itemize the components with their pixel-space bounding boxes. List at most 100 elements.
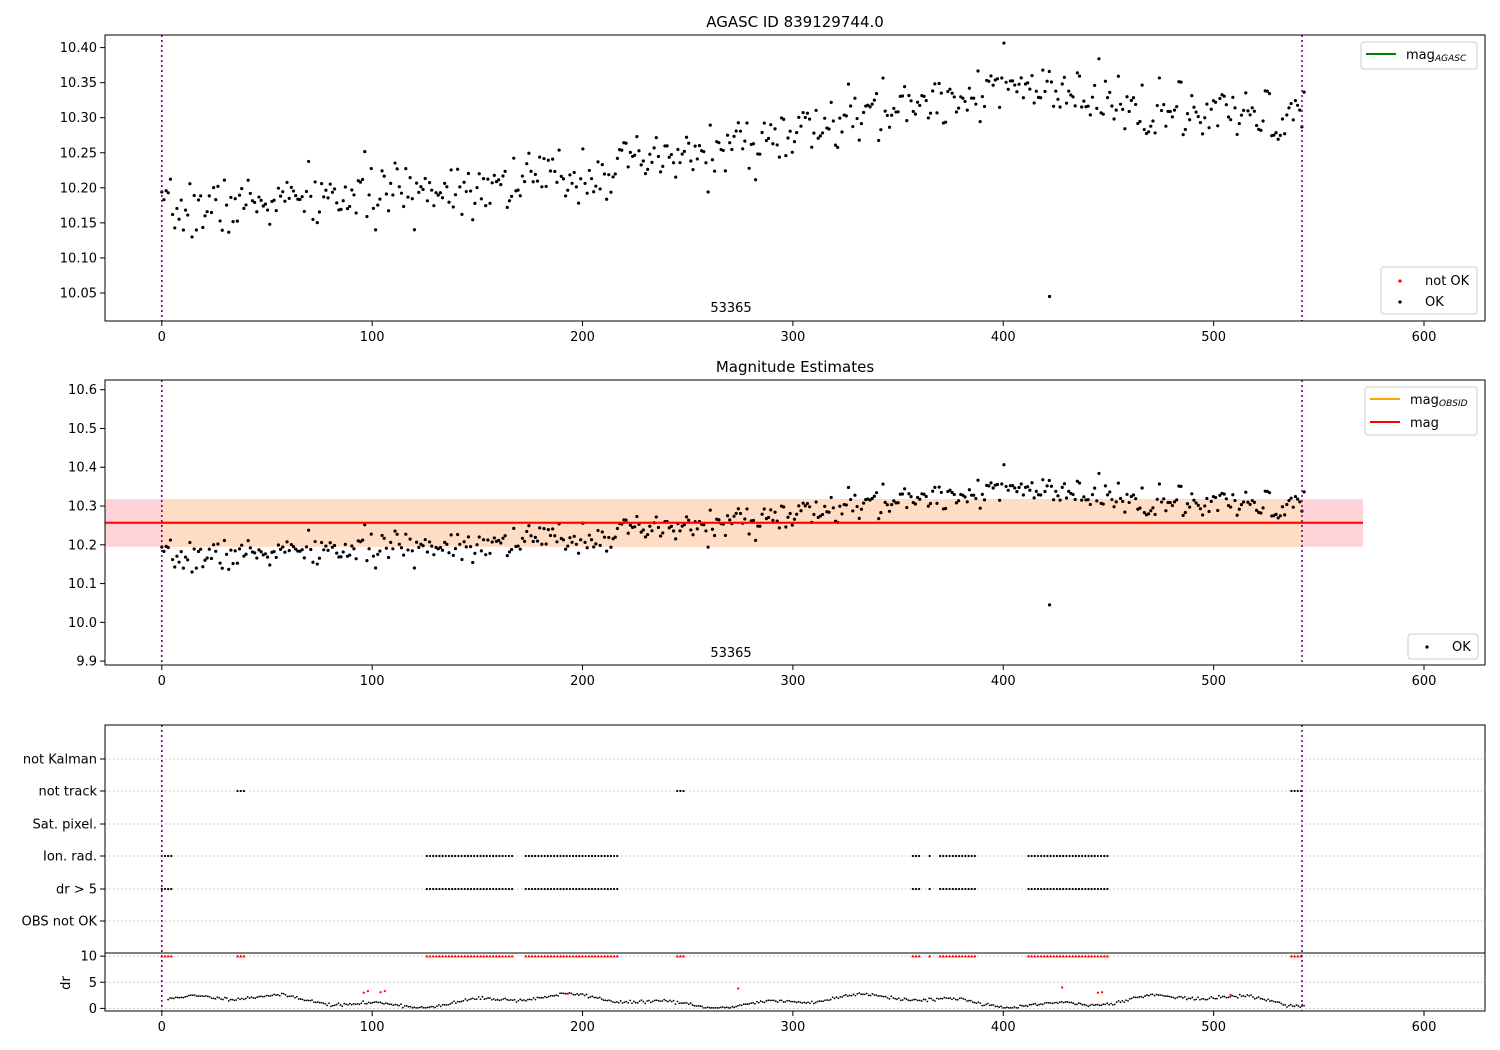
flag-point [1055, 854, 1059, 858]
data-point [890, 113, 894, 117]
data-point [691, 168, 695, 172]
dr-point [956, 998, 959, 1001]
data-point [803, 115, 807, 120]
dr-point [511, 999, 514, 1002]
dr-flag-marker [491, 954, 495, 958]
data-point [326, 548, 330, 552]
dr-flag-marker [1090, 954, 1094, 958]
dr-point [1060, 1000, 1063, 1003]
data-point [510, 194, 514, 198]
data-point [963, 99, 967, 104]
dr-point [1100, 1004, 1103, 1007]
data-point [816, 136, 820, 140]
data-point [427, 181, 432, 185]
dr-point [682, 1002, 684, 1005]
data-point [1239, 503, 1244, 507]
dr-point [1217, 994, 1220, 997]
flag-point [606, 854, 609, 858]
dr-point [1195, 998, 1198, 1001]
data-point [706, 190, 710, 194]
data-point [1086, 104, 1090, 108]
data-point [1235, 513, 1239, 517]
dr-point [977, 1001, 980, 1004]
x-tick-label: 400 [991, 330, 1016, 345]
dr-point [1036, 1004, 1039, 1007]
data-point [1121, 107, 1125, 112]
dr-point [426, 1006, 429, 1009]
data-point [907, 492, 911, 496]
data-point [807, 505, 812, 509]
data-point [473, 551, 477, 556]
data-point [1151, 506, 1155, 510]
dr-point [661, 1000, 664, 1002]
data-point [933, 485, 937, 489]
dr-flag-marker [577, 954, 581, 958]
data-point [300, 548, 304, 552]
dr-point [462, 999, 465, 1002]
dr-point [933, 1000, 936, 1002]
dr-flag-marker [1071, 954, 1075, 958]
dr-point [551, 994, 554, 997]
flag-point [1096, 854, 1100, 858]
data-point [980, 492, 984, 496]
data-point [555, 180, 559, 184]
data-point [695, 527, 699, 531]
data-point [216, 184, 220, 188]
dr-point [1210, 995, 1213, 998]
dr-point [1043, 1002, 1046, 1004]
data-point [1283, 513, 1287, 517]
dr-flag-marker [504, 954, 508, 958]
data-point [1058, 498, 1062, 502]
flag-point [616, 854, 619, 858]
flag-point [1077, 854, 1081, 858]
dr-point [322, 1002, 325, 1005]
flag-label: not Kalman [23, 753, 97, 768]
data-point [790, 150, 794, 154]
data-point [414, 181, 419, 185]
data-point [956, 499, 961, 503]
dr-point [911, 999, 914, 1002]
data-point [607, 173, 611, 177]
dr-point [1108, 1003, 1110, 1006]
dr-flag-marker [469, 954, 473, 958]
flag-point [939, 887, 942, 891]
data-point [928, 501, 933, 506]
dr-point [685, 1002, 688, 1004]
data-point [661, 531, 665, 535]
data-point [635, 514, 639, 519]
data-point [1229, 505, 1233, 509]
flag-point [587, 854, 590, 858]
data-point [1097, 471, 1101, 476]
dr-point [335, 1003, 338, 1006]
dr-tick-label: 0 [89, 1002, 97, 1017]
data-point [257, 195, 261, 199]
dr-point [1024, 1004, 1027, 1007]
dr-point [791, 1000, 794, 1003]
data-point [494, 180, 499, 184]
flag-point [501, 854, 504, 858]
data-point [624, 141, 628, 145]
dr-point [470, 998, 472, 1000]
dr-flag-marker [1061, 954, 1065, 958]
dr-point [1081, 1003, 1084, 1006]
flag-point [441, 854, 444, 858]
data-point [1069, 93, 1073, 97]
dr-tick-label: 5 [89, 976, 97, 991]
dr-point [1244, 995, 1247, 998]
data-point [1131, 493, 1136, 497]
dr-flag-marker [1099, 954, 1103, 958]
data-point [738, 511, 743, 516]
data-point [436, 193, 440, 197]
dr-point [356, 1002, 359, 1005]
dr-point [638, 1000, 641, 1003]
data-point [1105, 95, 1110, 100]
data-point [1149, 509, 1153, 513]
data-point [188, 540, 192, 545]
data-point [350, 544, 354, 548]
data-point [751, 142, 756, 146]
data-point [546, 158, 550, 162]
dr-point [1017, 1006, 1020, 1009]
data-point [404, 167, 408, 171]
data-point [1278, 133, 1282, 137]
dr-point [843, 994, 845, 997]
